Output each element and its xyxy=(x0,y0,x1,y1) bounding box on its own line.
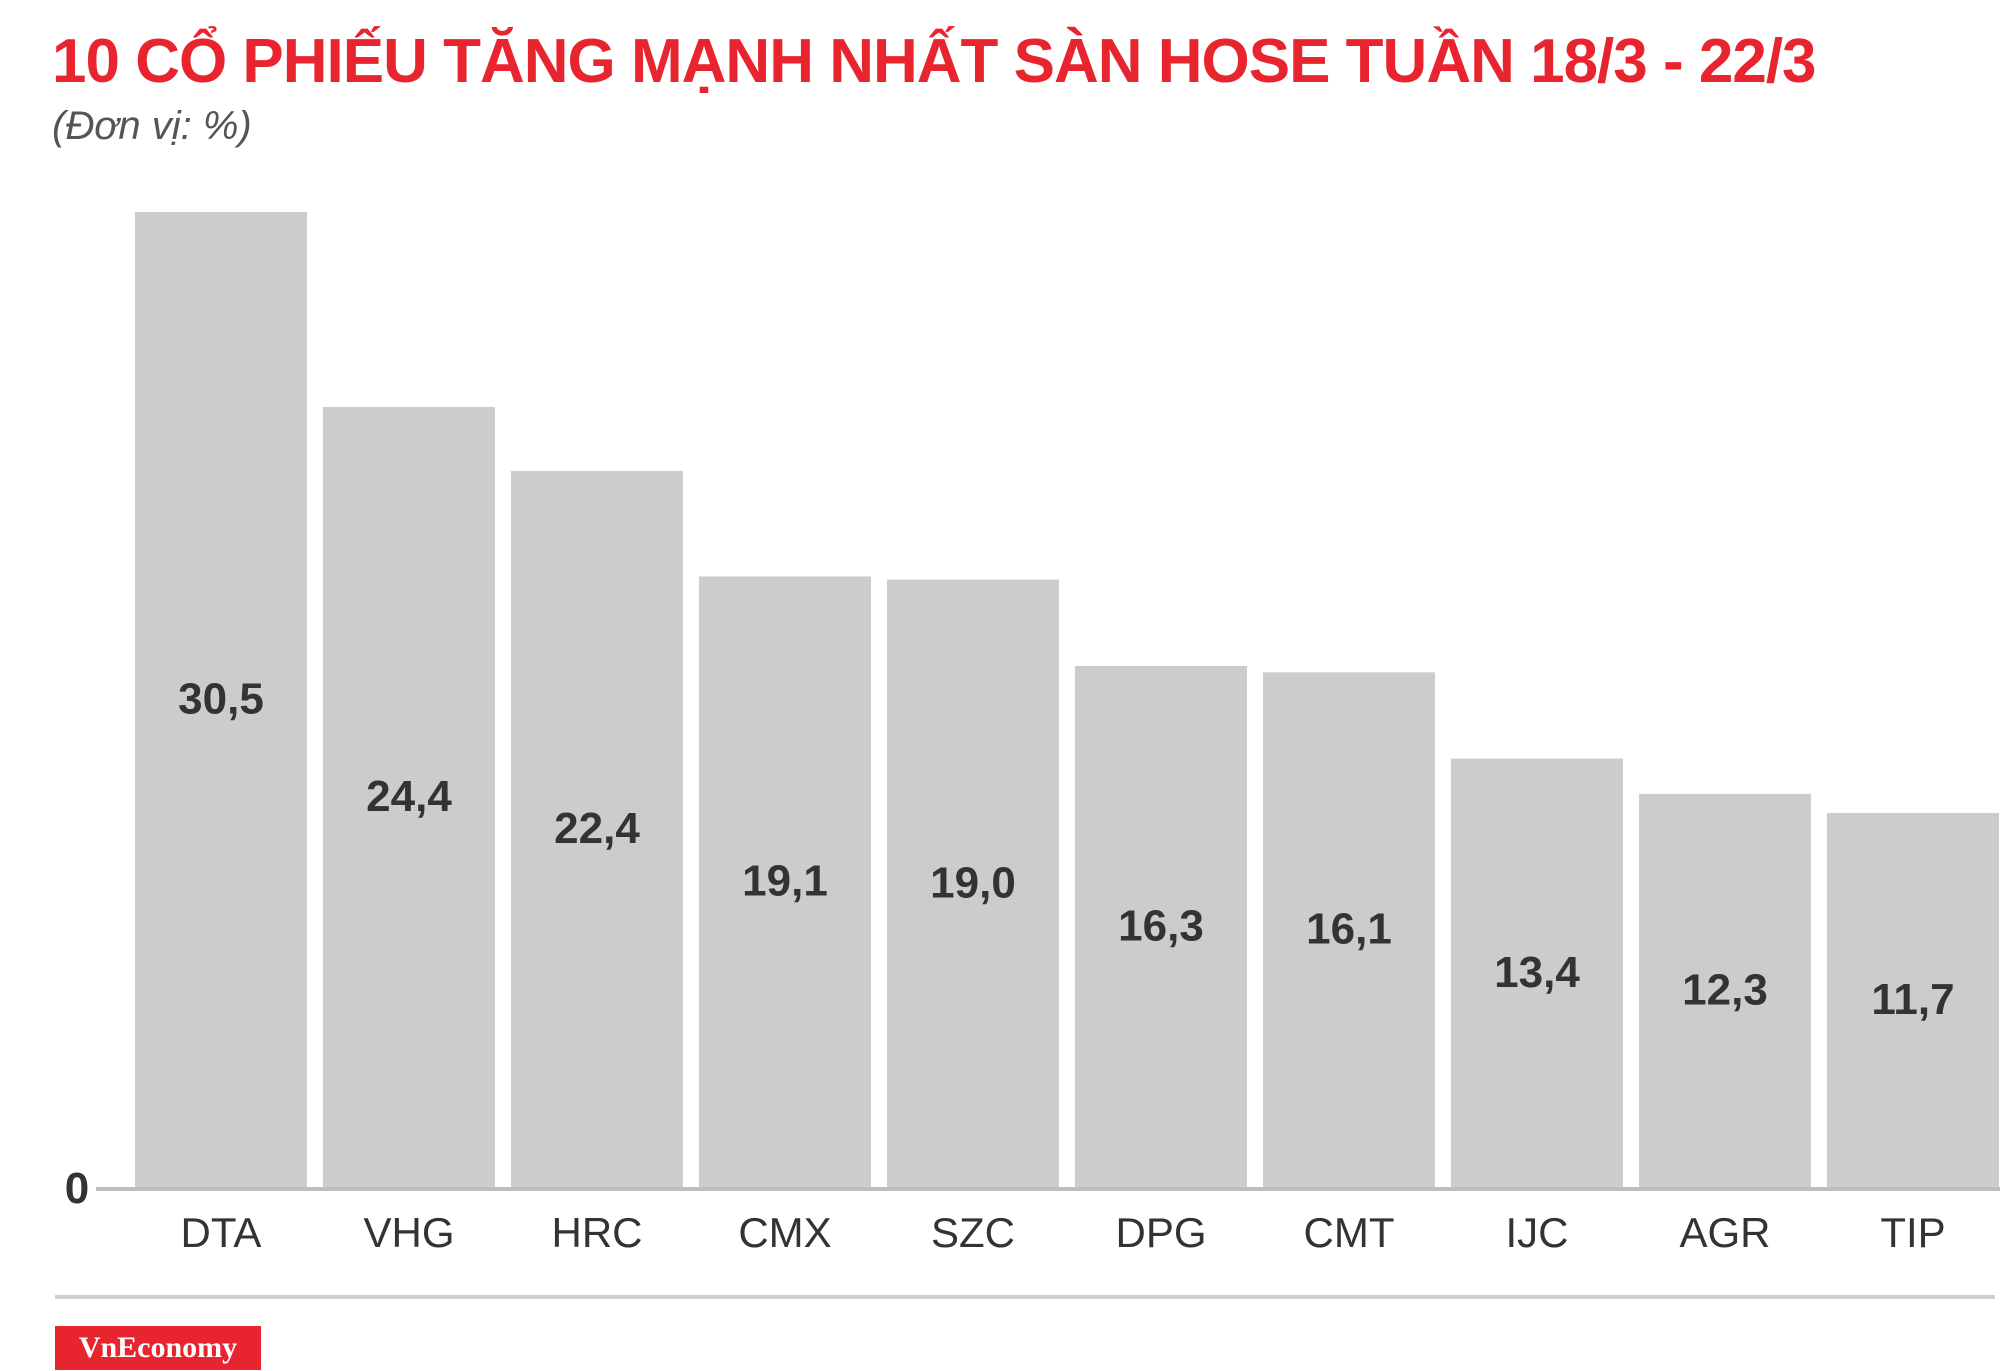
category-label: CMT xyxy=(1304,1209,1395,1256)
bar-vhg xyxy=(323,407,495,1187)
bar-agr xyxy=(1639,793,1811,1187)
bar-cmt xyxy=(1263,672,1435,1187)
category-label: DTA xyxy=(181,1209,262,1256)
bar-chart: 30,5 DTA 24,4 VHG 22,4 HRC 19,1 CMX 19,0 SZC 16,3 D… xyxy=(65,212,2000,1256)
y-tick-label: 0 xyxy=(65,1164,89,1213)
bar-dta xyxy=(135,212,307,1187)
value-label: 16,1 xyxy=(1306,905,1392,954)
chart-title: 10 CỔ PHIẾU TĂNG MẠNH NHẤT SÀN HOSE TUẦN… xyxy=(52,27,1817,96)
category-label: IJC xyxy=(1506,1209,1569,1256)
category-label: CMX xyxy=(738,1209,831,1256)
footer-divider xyxy=(55,1295,1995,1299)
value-label: 22,4 xyxy=(554,804,640,853)
bar-szc xyxy=(887,579,1059,1187)
value-label: 12,3 xyxy=(1682,965,1768,1014)
category-label: AGR xyxy=(1679,1209,1770,1256)
value-label: 13,4 xyxy=(1494,948,1580,997)
value-label: 19,1 xyxy=(742,857,828,906)
category-label: SZC xyxy=(931,1209,1015,1256)
bar-ijc xyxy=(1451,758,1623,1187)
value-label: 19,0 xyxy=(930,858,1016,907)
category-label: DPG xyxy=(1115,1209,1206,1256)
category-label: HRC xyxy=(552,1209,643,1256)
value-label: 11,7 xyxy=(1871,975,1954,1024)
bar-hrc xyxy=(511,470,683,1187)
bar-cmx xyxy=(699,576,871,1187)
chart-subtitle: (Đơn vị: %) xyxy=(52,104,252,148)
value-label: 30,5 xyxy=(178,675,264,724)
bar-dpg xyxy=(1075,665,1247,1187)
value-label: 16,3 xyxy=(1118,901,1204,950)
value-label: 24,4 xyxy=(366,772,452,821)
category-label: VHG xyxy=(363,1209,454,1256)
category-label: TIP xyxy=(1880,1209,1945,1256)
brand-logo: VnEconomy xyxy=(55,1326,261,1370)
bar-tip xyxy=(1827,812,1999,1187)
